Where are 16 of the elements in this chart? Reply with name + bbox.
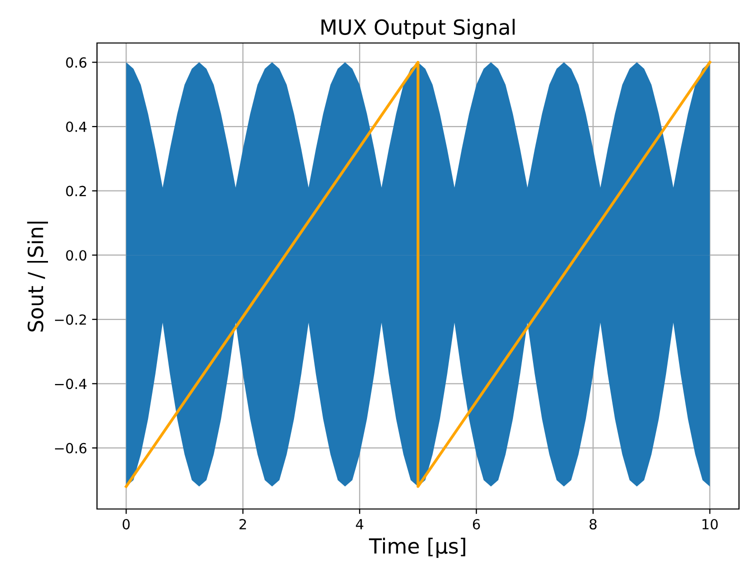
y-tick-label: −0.6 [55,442,86,454]
x-axis-title: Time [μs] [368,538,466,558]
x-tick-label: 0 [122,518,130,530]
x-tick-label: 10 [702,518,718,530]
y-axis-title: Sout / |Sin| [27,222,48,332]
y-tick-label: 0.2 [66,186,86,196]
x-tick-label: 8 [590,518,597,530]
y-tick-label: −0.2 [55,314,86,325]
y-tick-label: 0.0 [66,250,86,261]
y-tick-label: 0.6 [66,57,86,68]
x-tick-label: 2 [240,518,246,530]
y-tick-label: −0.4 [55,378,86,390]
chart-title: MUX Output Signal [321,18,515,39]
y-tick-label: 0.4 [66,122,86,132]
x-tick-label: 4 [356,519,364,530]
x-tick-label: 6 [472,518,480,530]
